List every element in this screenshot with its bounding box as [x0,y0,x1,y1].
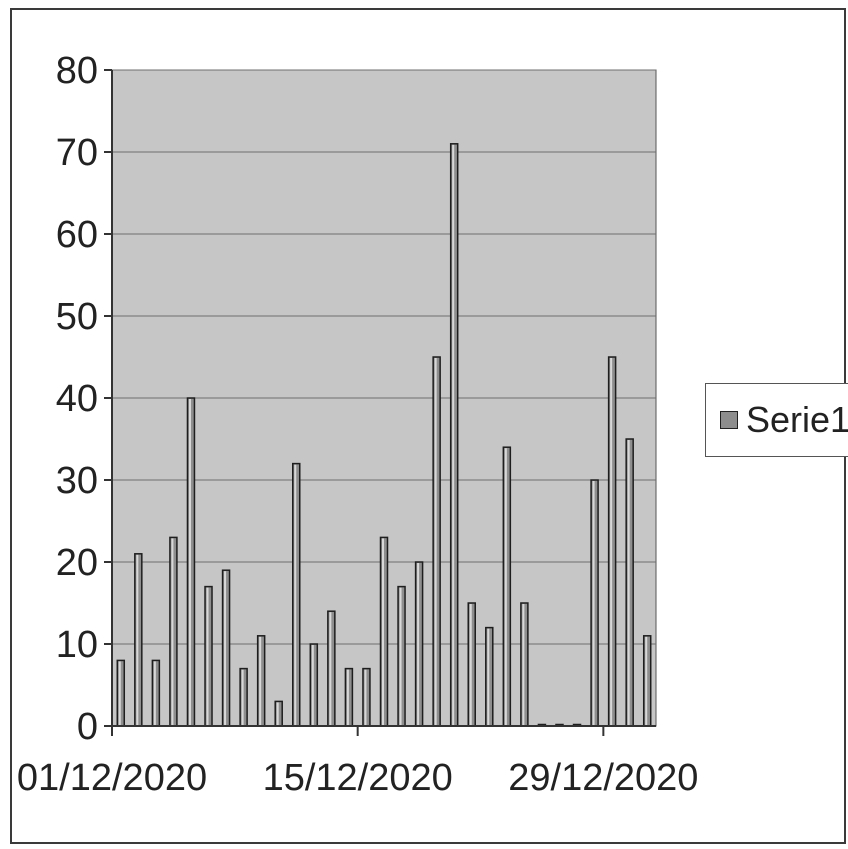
bar-highlight [522,604,525,725]
x-axis-tick-labels: 01/12/2020 15/12/2020 29/12/2020 [17,726,698,799]
bar-highlight [417,563,420,725]
bar [134,553,143,727]
bar [256,635,266,727]
bar-highlight [224,571,227,725]
bar [344,667,354,727]
bar [274,700,283,727]
bar [485,626,494,727]
bar-highlight [382,538,384,725]
bar [186,397,196,727]
y-tick-label: 40 [56,378,98,420]
bar [397,585,406,727]
bar [625,438,634,727]
bar [590,479,599,727]
bar-highlight [645,636,648,725]
bar [449,143,459,727]
bar-highlight [136,554,139,725]
bar-highlight [259,636,262,725]
bar-highlight [452,144,455,726]
x-tick-label: 01/12/2020 [17,757,207,799]
legend: Serie1 [705,383,848,457]
y-tick-label: 50 [56,296,98,338]
bar-highlight [346,669,349,725]
x-tick-label: 29/12/2020 [508,757,698,799]
y-axis-tick-labels: 0 10 20 30 40 50 60 70 80 [56,50,112,748]
x-tick-label: 15/12/2020 [263,757,453,799]
legend-label-serie1: Serie1 [746,399,848,440]
bar [414,561,424,727]
legend-swatch-serie1 [720,411,738,429]
bar [467,602,476,727]
y-tick-label: 0 [77,706,98,748]
bar [116,659,126,727]
bar [151,659,161,727]
bar [520,602,529,727]
bar-highlight [329,612,332,725]
bar [607,356,617,727]
bar-highlight [469,604,472,725]
bar [309,643,319,727]
bar-series [116,143,652,727]
bar [432,356,441,727]
bar-highlight [434,358,437,725]
bar [379,536,389,727]
y-tick-label: 10 [56,624,98,666]
y-tick-label: 30 [56,460,98,502]
bar-highlight [171,538,174,725]
bar [221,569,231,727]
bar [327,610,336,727]
bar-highlight [627,440,630,725]
y-tick-label: 80 [56,50,98,92]
bar-highlight [592,481,595,725]
bar-highlight [294,464,297,725]
bar [362,667,371,727]
y-tick-label: 60 [56,214,98,256]
bar-highlight [206,587,209,725]
bar-highlight [241,669,244,725]
bar-highlight [311,645,314,725]
bar-highlight [487,628,490,725]
bar [642,635,652,727]
bar-highlight [118,661,121,725]
bar [502,446,512,727]
bar-highlight [610,358,613,725]
bar [239,667,248,727]
bar-highlight [153,661,156,725]
bar-highlight [276,702,279,725]
bar-highlight [399,587,402,725]
bar [292,462,301,727]
bar-highlight [364,669,367,725]
bar [204,585,213,727]
y-tick-label: 20 [56,542,98,584]
bar-highlight [504,448,507,725]
bar-highlight [188,399,191,725]
bar [169,536,178,727]
y-tick-label: 70 [56,132,98,174]
